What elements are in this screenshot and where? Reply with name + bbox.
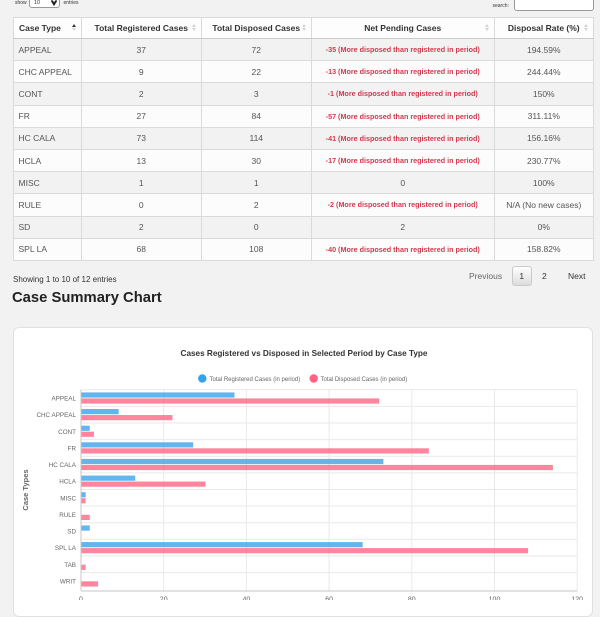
svg-text:APPEAL: APPEAL (51, 396, 76, 403)
svg-text:WRIT: WRIT (60, 578, 76, 585)
svg-text:40: 40 (243, 597, 251, 601)
svg-text:60: 60 (325, 597, 333, 601)
svg-text:HC CALA: HC CALA (49, 462, 77, 469)
svg-text:CONT: CONT (58, 429, 76, 436)
svg-text:Total Disposed Cases (in perio: Total Disposed Cases (in period) (321, 377, 408, 383)
svg-text:TAB: TAB (64, 562, 76, 569)
svg-text:RULE: RULE (59, 512, 76, 519)
svg-text:FR: FR (68, 445, 77, 452)
svg-text:20: 20 (160, 597, 168, 601)
svg-text:0: 0 (79, 597, 83, 601)
svg-text:100: 100 (489, 597, 501, 601)
svg-text:SPL LA: SPL LA (55, 545, 77, 552)
svg-text:SD: SD (67, 529, 76, 536)
svg-text:Total Registered Cases (in per: Total Registered Cases (in period) (210, 377, 301, 383)
svg-text:Case Types: Case Types (21, 469, 30, 510)
svg-text:120: 120 (571, 597, 583, 601)
svg-text:MISC: MISC (60, 495, 76, 502)
svg-text:Cases Registered vs Disposed i: Cases Registered vs Disposed in Selected… (181, 349, 428, 358)
svg-text:HCLA: HCLA (59, 479, 77, 486)
svg-text:80: 80 (408, 597, 416, 601)
svg-text:CHC APPEAL: CHC APPEAL (36, 412, 76, 419)
